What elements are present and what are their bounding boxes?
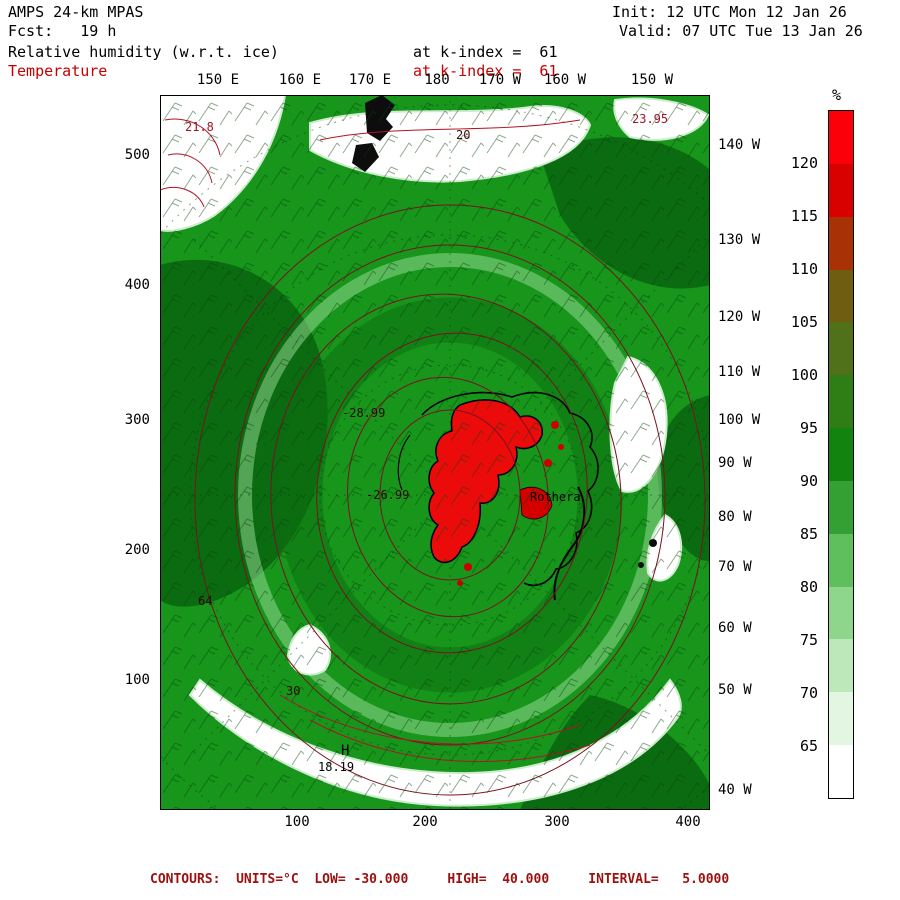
right-axis-tick: 50 W — [718, 682, 752, 698]
left-axis-tick: 200 — [124, 542, 150, 558]
right-axis-tick: 120 W — [718, 309, 761, 325]
colorbar-segment — [829, 586, 853, 640]
forecast-hour: Fcst: 19 h — [8, 22, 117, 40]
contour-label: 64 — [198, 594, 212, 608]
right-axis-tick: 90 W — [718, 455, 752, 471]
model-title: AMPS 24-km MPAS — [8, 3, 144, 21]
colorbar-segment — [829, 375, 853, 429]
left-axis-tick: 400 — [124, 277, 150, 293]
colorbar-unit: % — [832, 86, 842, 104]
colorbar-segment — [829, 269, 853, 323]
colorbar-tick-label: 115 — [790, 207, 818, 225]
right-axis-tick: 110 W — [718, 364, 761, 380]
axis-bottom: 100 200 300 400 — [160, 814, 710, 834]
bottom-axis-tick: 100 — [284, 814, 310, 830]
top-axis-tick: 150 W — [630, 72, 674, 88]
colorbar — [828, 110, 854, 799]
bottom-axis-tick: 300 — [544, 814, 570, 830]
contour-label: 30 — [286, 684, 300, 698]
station-label-rothera: Rothera — [530, 490, 581, 504]
colorbar-tick-label: 95 — [799, 419, 818, 437]
contour-info: CONTOURS: UNITS=°C LOW= -30.000 HIGH= 40… — [150, 872, 730, 887]
wind-barbs-overlay — [160, 95, 710, 810]
top-axis-tick: 160 E — [278, 72, 322, 88]
right-axis-tick: 100 W — [718, 412, 761, 428]
left-axis-tick: 100 — [124, 672, 150, 688]
colorbar-segment — [829, 692, 853, 746]
left-axis-tick: 500 — [124, 147, 150, 163]
colorbar-tick-label: 110 — [790, 260, 818, 278]
map-labels: 21.8 20 23.95 -28.99 -26.99 Rothera 64 3… — [185, 112, 668, 774]
colorbar-segment — [829, 428, 853, 481]
colorbar-segment — [829, 745, 853, 798]
top-axis-tick: 170 W — [478, 72, 522, 88]
bottom-axis-tick: 400 — [675, 814, 701, 830]
colorbar-tick-label: 70 — [799, 684, 818, 702]
top-axis-tick: 170 E — [348, 72, 392, 88]
right-axis-tick: 130 W — [718, 232, 761, 248]
colorbar-tick-label: 75 — [799, 631, 818, 649]
colorbar-tick-label: 85 — [799, 525, 818, 543]
contour-label: 23.95 — [632, 112, 668, 126]
contour-label: 20 — [456, 128, 470, 142]
init-time: Init: 12 UTC Mon 12 Jan 26 — [612, 3, 847, 21]
top-axis-tick: 160 W — [543, 72, 587, 88]
colorbar-labels: 120 115 110 105 100 95 90 85 80 75 70 65 — [760, 110, 818, 799]
colorbar-tick-label: 100 — [790, 366, 818, 384]
axis-right: 140 W 130 W 120 W 110 W 100 W 90 W 80 W 70 W 60 … — [714, 95, 778, 810]
colorbar-segment — [829, 322, 853, 376]
valid-time: Valid: 07 UTC Tue 13 Jan 26 — [619, 22, 863, 40]
colorbar-tick-label: 120 — [790, 154, 818, 172]
level-secondary: at k-index = 61 — [413, 62, 558, 80]
axis-top: 150 E 160 E 170 E 180 170 W 160 W 150 W — [160, 72, 710, 92]
top-axis-tick: 180 — [424, 72, 450, 88]
map-frame — [160, 95, 710, 810]
contour-label: -26.99 — [366, 488, 409, 502]
colorbar-segment — [829, 163, 853, 217]
colorbar-tick-label: 90 — [799, 472, 818, 490]
right-axis-tick: 140 W — [718, 137, 761, 153]
top-axis-tick: 150 E — [196, 72, 240, 88]
bottom-axis-tick: 200 — [412, 814, 438, 830]
colorbar-segment — [829, 533, 853, 587]
colorbar-segment — [829, 216, 853, 270]
field-primary: Relative humidity (w.r.t. ice) — [8, 43, 279, 61]
contour-label: -28.99 — [342, 406, 385, 420]
axis-left: 500 400 300 200 100 — [110, 95, 154, 810]
right-axis-tick: 70 W — [718, 559, 752, 575]
high-center-value: 18.19 — [318, 760, 354, 774]
field-secondary: Temperature — [8, 62, 108, 80]
humidity-map: 21.8 20 23.95 -28.99 -26.99 Rothera 64 3… — [59, 94, 841, 886]
colorbar-segment — [829, 639, 853, 693]
contour-label: 21.8 — [185, 120, 214, 134]
colorbar-tick-label: 105 — [790, 313, 818, 331]
left-axis-tick: 300 — [124, 412, 150, 428]
right-axis-tick: 40 W — [718, 782, 752, 798]
colorbar-tick-label: 65 — [799, 737, 818, 755]
high-center-label: H — [341, 743, 349, 759]
level-primary: at k-index = 61 — [413, 43, 558, 61]
right-axis-tick: 80 W — [718, 509, 752, 525]
right-axis-tick: 60 W — [718, 620, 752, 636]
colorbar-segment — [829, 111, 853, 164]
colorbar-tick-label: 80 — [799, 578, 818, 596]
colorbar-segment — [829, 480, 853, 534]
map-panel: 21.8 20 23.95 -28.99 -26.99 Rothera 64 3… — [59, 94, 841, 886]
